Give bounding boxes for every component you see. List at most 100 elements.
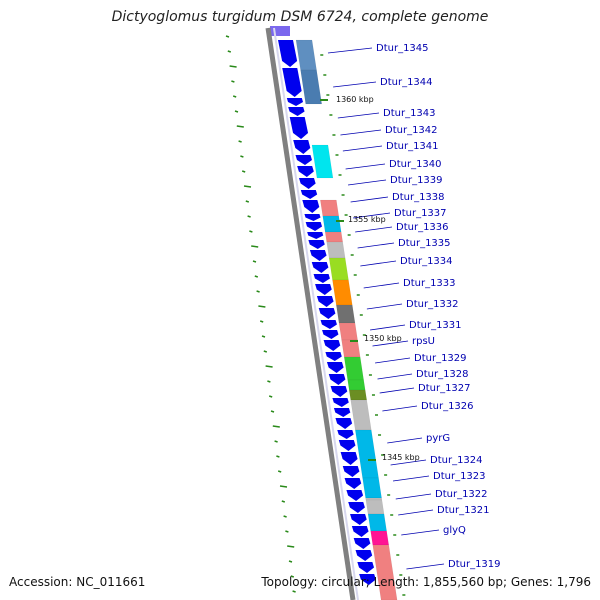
gene-label[interactable]: rpsU — [412, 336, 435, 347]
cds-arrow — [293, 140, 311, 154]
tick-mark — [247, 215, 251, 218]
cds-arrow — [322, 330, 339, 339]
tick-mark — [256, 290, 260, 293]
gene-label[interactable]: Dtur_1331 — [409, 320, 462, 331]
gene-label[interactable]: Dtur_1335 — [398, 238, 451, 249]
topology-summary: Topology: circular; Length: 1,855,560 bp… — [261, 575, 591, 589]
tick-mark — [261, 335, 266, 338]
gene-label[interactable]: Dtur_1322 — [435, 489, 488, 500]
tick-mark — [236, 125, 244, 128]
cds-arrow — [304, 214, 321, 221]
cds-arrow — [330, 386, 348, 397]
gene-label[interactable]: Dtur_1321 — [437, 505, 490, 516]
cds-arrow — [278, 40, 298, 67]
cds-arrow — [346, 490, 364, 501]
cds-arrow — [313, 274, 330, 283]
cds-arrow — [309, 250, 327, 261]
cds-arrow — [289, 117, 309, 139]
cds-arrow — [297, 166, 314, 177]
cds-arrow — [282, 68, 302, 97]
cds-arrow — [353, 538, 371, 549]
gene-block — [372, 544, 398, 600]
cds-arrow — [311, 262, 329, 273]
gene-label[interactable]: Dtur_1332 — [406, 299, 459, 310]
gene-label[interactable]: Dtur_1323 — [433, 471, 486, 482]
tick-mark — [232, 95, 237, 98]
kbp-label-1355: 1355 kbp — [348, 215, 386, 224]
gene-label[interactable]: Dtur_1333 — [403, 278, 456, 289]
tick-mark — [229, 65, 237, 68]
tick-mark — [258, 305, 266, 308]
leader-line — [375, 357, 411, 364]
gene-label[interactable]: Dtur_1339 — [390, 175, 443, 186]
tick-mark — [245, 200, 250, 203]
tick-mark — [274, 440, 278, 443]
tick-mark — [249, 230, 253, 233]
leader-line — [333, 81, 377, 88]
gene-label[interactable]: Dtur_1340 — [389, 159, 442, 170]
leader-line — [342, 145, 383, 152]
tick-mark — [263, 350, 268, 353]
gene-label[interactable]: Dtur_1341 — [386, 141, 439, 152]
gene-label[interactable]: Dtur_1334 — [400, 256, 453, 267]
cds-arrow — [302, 200, 320, 213]
colored-gene-blocks — [295, 39, 398, 600]
leader-line — [387, 437, 423, 444]
cds-arrow — [288, 107, 305, 116]
gene-label[interactable]: Dtur_1345 — [376, 43, 429, 54]
gene-label[interactable]: Dtur_1328 — [416, 369, 469, 380]
gene-block — [341, 339, 361, 358]
leader-line — [360, 260, 397, 267]
leader-line — [382, 405, 418, 412]
gene-label[interactable]: Dtur_1319 — [448, 559, 501, 570]
cds-arrow — [307, 232, 324, 239]
tick-mark — [268, 395, 273, 398]
gene-label[interactable]: Dtur_1338 — [392, 192, 445, 203]
leader-line — [395, 493, 432, 500]
tick-mark — [287, 545, 295, 548]
gene-block — [326, 241, 346, 259]
leader-line — [366, 303, 403, 310]
gene-label[interactable]: Dtur_1326 — [421, 401, 474, 412]
cds-arrow — [325, 352, 342, 361]
cds-arrow — [338, 440, 356, 451]
track-cap — [270, 26, 290, 36]
gene-block — [347, 379, 366, 391]
tick-mark — [277, 470, 282, 473]
gene-label[interactable]: Dtur_1344 — [380, 77, 433, 88]
gene-block — [365, 499, 385, 515]
tick-mark — [251, 245, 259, 248]
gene-block — [300, 69, 323, 105]
gene-label[interactable]: Dtur_1342 — [385, 125, 438, 136]
gene-label[interactable]: pyrG — [426, 433, 450, 444]
gene-block — [362, 477, 382, 499]
tick-mark — [265, 365, 273, 368]
gene-block — [324, 231, 343, 243]
gene-label[interactable]: Dtur_1324 — [430, 455, 483, 466]
cds-arrow — [298, 178, 316, 189]
tick-mark — [292, 590, 296, 593]
gene-block — [365, 497, 383, 501]
cds-arrow — [332, 398, 349, 407]
gene-label[interactable]: Dtur_1327 — [418, 383, 471, 394]
tick-mark — [270, 410, 275, 413]
cds-arrow — [308, 240, 325, 249]
leader-line — [377, 373, 413, 380]
cds-arrow — [316, 296, 334, 307]
leader-line — [398, 509, 434, 516]
leader-line — [372, 340, 409, 347]
tick-mark — [252, 260, 257, 263]
gene-label[interactable]: Dtur_1329 — [414, 353, 467, 364]
gene-label[interactable]: Dtur_1336 — [396, 222, 449, 233]
cds-arrow — [323, 340, 341, 351]
cds-arrow — [344, 478, 362, 489]
leader-line — [390, 459, 427, 466]
green-tick-marks — [225, 35, 406, 596]
cds-arrow — [359, 574, 376, 585]
gene-label[interactable]: Dtur_1337 — [394, 208, 447, 219]
gene-label[interactable]: glyQ — [443, 525, 466, 536]
gene-label[interactable]: Dtur_1343 — [383, 108, 436, 119]
gene-block — [322, 215, 342, 233]
leader-line — [401, 529, 440, 536]
